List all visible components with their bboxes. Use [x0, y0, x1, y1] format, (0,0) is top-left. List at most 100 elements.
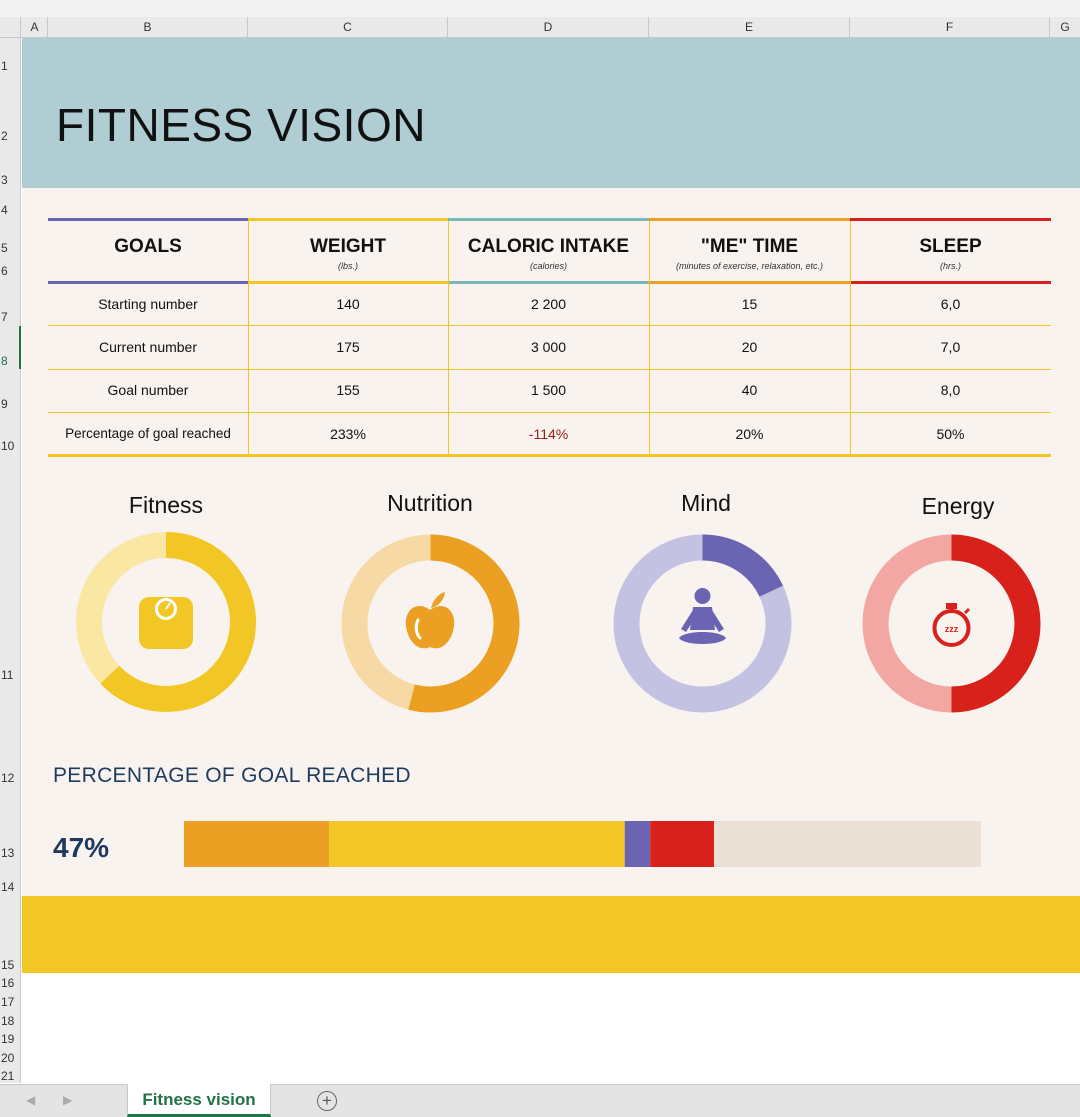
sheet-top-strip [0, 0, 1080, 17]
fitness-ring-chart[interactable] [75, 531, 257, 713]
progress-value[interactable]: 47% [53, 832, 110, 863]
caloric-header-top-line [448, 218, 649, 221]
column-d-header[interactable]: D [448, 17, 649, 38]
row-header-17[interactable]: 17 [1, 995, 15, 1009]
row-header-10[interactable]: 10 [1, 439, 15, 453]
nutrition-ring-chart[interactable] [341, 534, 520, 713]
table-divider [448, 221, 449, 456]
progress-heading: PERCENTAGE OF GOAL REACHED [53, 764, 411, 787]
row-separator [48, 325, 1051, 326]
column-a-header[interactable]: A [22, 17, 48, 38]
progress-segment-mind [624, 821, 651, 867]
me-time-header-bottom-line [649, 281, 850, 284]
mind-ring-chart[interactable] [613, 534, 792, 713]
selected-row-indicator [19, 326, 21, 369]
header-sleep[interactable]: SLEEP [919, 236, 982, 257]
row-header-1[interactable]: 1 [1, 59, 8, 73]
row-header-2[interactable]: 2 [1, 129, 8, 143]
header-goals[interactable]: GOALS [114, 236, 182, 257]
column-f-header[interactable]: F [850, 17, 1050, 38]
header-weight[interactable]: WEIGHT [310, 236, 386, 257]
row-header-14[interactable]: 14 [1, 880, 15, 894]
row-separator [48, 412, 1051, 413]
goals-header-bottom-line [48, 281, 248, 284]
row-label-starting[interactable]: Starting number [98, 296, 198, 312]
progress-segment-fitness [329, 821, 625, 867]
row-header-3[interactable]: 3 [1, 173, 8, 187]
row-header-18[interactable]: 18 [1, 1014, 15, 1028]
cell-me-time-goal[interactable]: 40 [741, 382, 758, 398]
ring-label-nutrition: Nutrition [387, 490, 473, 516]
row-header-9[interactable]: 9 [1, 397, 8, 411]
row-header-13[interactable]: 13 [1, 846, 15, 860]
caloric-header-bottom-line [448, 281, 649, 284]
column-e-header[interactable]: E [649, 17, 850, 38]
row-label-current[interactable]: Current number [98, 339, 198, 355]
table-divider [649, 221, 650, 456]
row-header-4[interactable]: 4 [1, 203, 8, 217]
sleep-header-bottom-line [850, 281, 1051, 284]
header-me-time-unit: (minutes of exercise, relaxation, etc.) [675, 261, 824, 271]
select-all-corner[interactable] [0, 17, 21, 38]
cell-me-time-starting[interactable]: 15 [741, 296, 758, 312]
table-divider [248, 221, 249, 456]
row-header-12[interactable]: 12 [1, 771, 15, 785]
ring-label-mind: Mind [681, 490, 731, 516]
nutrition-ring-progress [408, 534, 520, 713]
scroll-tabs-right-icon[interactable]: ▶ [63, 1093, 73, 1107]
header-caloric-intake[interactable]: CALORIC INTAKE [467, 236, 630, 257]
row-header-7[interactable]: 7 [1, 310, 8, 324]
svg-text:zzz: zzz [945, 624, 959, 634]
add-sheet-icon[interactable]: + [317, 1091, 337, 1111]
energy-ring-chart[interactable]: zzz [862, 534, 1041, 713]
me-time-header-top-line [649, 218, 850, 221]
cell-caloric-percentage[interactable]: -114% [528, 426, 569, 442]
row-header-6[interactable]: 6 [1, 264, 8, 278]
cell-sleep-goal[interactable]: 8,0 [940, 382, 961, 398]
cell-weight-percentage[interactable]: 233% [330, 426, 366, 442]
row-header-8[interactable]: 8 [1, 354, 8, 368]
header-weight-unit: (lbs.) [338, 261, 358, 271]
row-label-goal[interactable]: Goal number [107, 382, 189, 398]
cell-weight-current[interactable]: 175 [336, 339, 360, 355]
cell-sleep-starting[interactable]: 6,0 [940, 296, 961, 312]
header-me-time[interactable]: "ME" TIME [700, 236, 799, 257]
energy-ring-progress [951, 534, 1041, 713]
row-header-19[interactable]: 19 [1, 1032, 15, 1046]
row-header-16[interactable]: 16 [1, 976, 15, 990]
ring-label-energy: Energy [921, 493, 995, 519]
goals-header-top-line [48, 218, 248, 221]
stopwatch-icon: zzz [932, 603, 971, 647]
column-header-bar: A B C D E F G [0, 17, 1080, 38]
scale-icon [139, 597, 193, 649]
cell-weight-goal[interactable]: 155 [336, 382, 360, 398]
sheet-tab-fitness-vision[interactable]: Fitness vision [127, 1084, 271, 1117]
cell-caloric-starting[interactable]: 2 200 [530, 296, 567, 312]
cell-weight-starting[interactable]: 140 [336, 296, 360, 312]
column-c-header[interactable]: C [248, 17, 448, 38]
title-banner [22, 38, 1080, 188]
table-divider [850, 221, 851, 456]
cell-me-time-percentage[interactable]: 20% [735, 426, 764, 442]
header-sleep-unit: (hrs.) [940, 261, 961, 271]
cell-caloric-goal[interactable]: 1 500 [530, 382, 567, 398]
row-header-21[interactable]: 21 [1, 1069, 15, 1083]
row-header-5[interactable]: 5 [1, 241, 8, 255]
footer-band [22, 896, 1080, 973]
row-header-11[interactable]: 11 [1, 668, 14, 682]
column-g-header[interactable]: G [1060, 20, 1070, 34]
row-header-20[interactable]: 20 [1, 1051, 15, 1065]
row-label-percentage[interactable]: Percentage of goal reached [65, 426, 231, 441]
cell-me-time-current[interactable]: 20 [741, 339, 758, 355]
cell-sleep-percentage[interactable]: 50% [936, 426, 965, 442]
goal-progress-bar[interactable] [184, 821, 981, 867]
page-title[interactable]: FITNESS VISION [56, 99, 426, 151]
cell-caloric-current[interactable]: 3 000 [530, 339, 567, 355]
column-b-header[interactable]: B [48, 17, 248, 38]
weight-header-top-line [248, 218, 448, 221]
row-header-15[interactable]: 15 [1, 958, 15, 972]
header-caloric-unit: (calories) [529, 261, 567, 271]
scroll-tabs-left-icon[interactable]: ◀ [26, 1093, 36, 1107]
cell-sleep-current[interactable]: 7,0 [940, 339, 961, 355]
row-separator [48, 369, 1051, 370]
